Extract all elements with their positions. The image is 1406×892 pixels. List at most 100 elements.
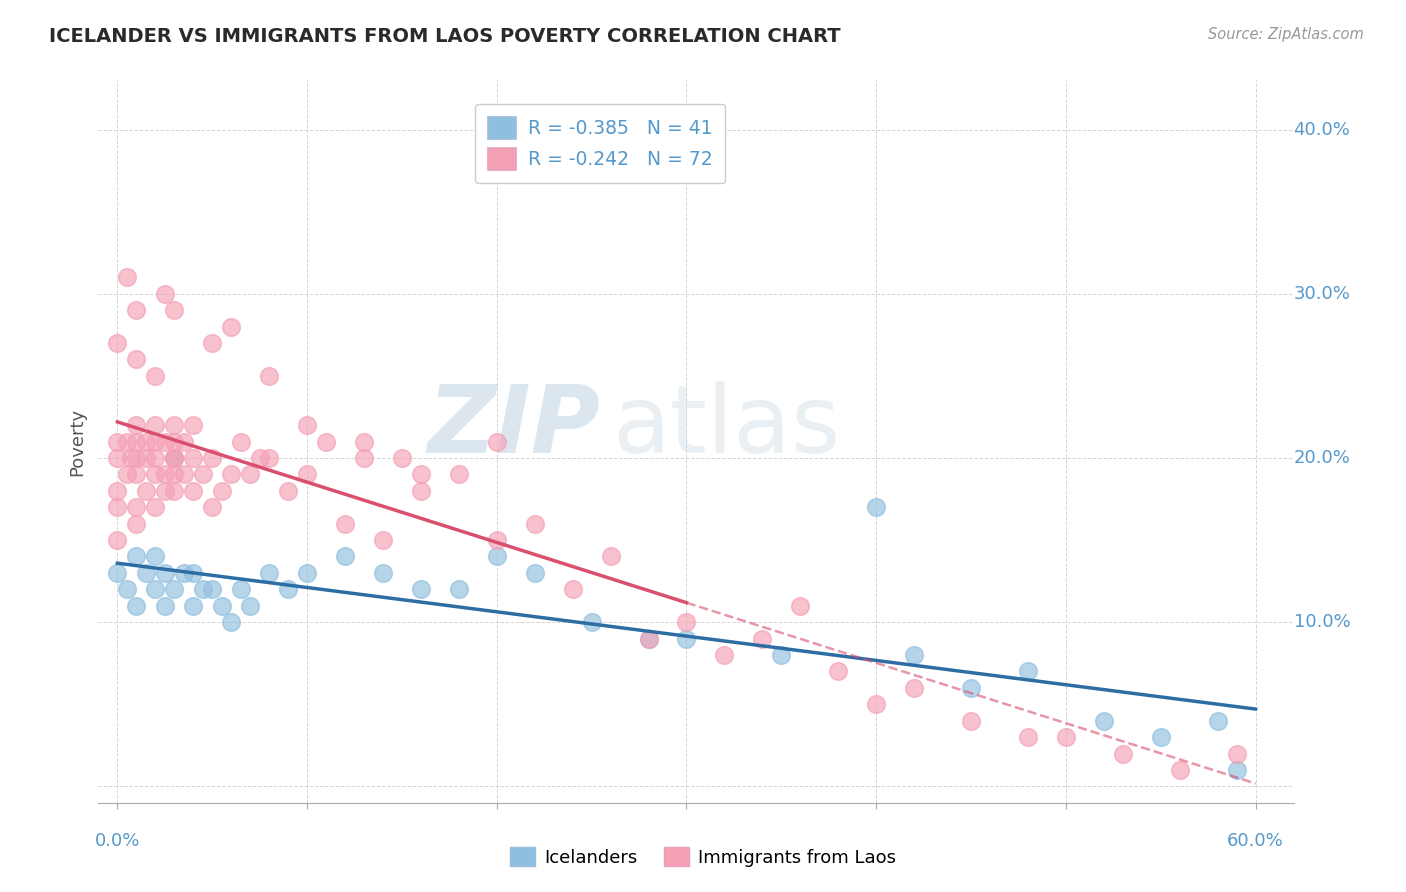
Point [295,467,318,482]
Point [211,483,233,498]
Point [163,418,186,433]
Point [751,632,773,646]
Text: 20.0%: 20.0% [1294,449,1350,467]
Point [219,615,242,630]
Point [125,434,148,449]
Point [125,450,148,465]
Point [409,582,432,597]
Point [239,467,262,482]
Point [153,467,176,482]
Point [143,450,166,465]
Point [1017,665,1039,679]
Point [163,483,186,498]
Point [1017,730,1039,744]
Point [135,483,157,498]
Point [1112,747,1135,761]
Point [105,500,128,515]
Point [105,336,128,351]
Point [1054,730,1077,744]
Point [353,450,375,465]
Point [173,467,195,482]
Point [163,450,186,465]
Point [191,582,214,597]
Text: 60.0%: 60.0% [1227,832,1284,850]
Point [201,450,224,465]
Text: 40.0%: 40.0% [1294,120,1350,138]
Point [163,450,186,465]
Point [173,434,195,449]
Point [143,434,166,449]
Point [181,483,204,498]
Point [960,714,983,728]
Point [713,648,735,662]
Point [239,599,262,613]
Point [391,450,413,465]
Point [770,648,793,662]
Text: ICELANDER VS IMMIGRANTS FROM LAOS POVERTY CORRELATION CHART: ICELANDER VS IMMIGRANTS FROM LAOS POVERT… [49,27,841,45]
Point [295,418,318,433]
Point [257,566,280,580]
Point [163,467,186,482]
Point [125,516,148,531]
Text: 0.0%: 0.0% [94,832,141,850]
Point [219,319,242,334]
Point [105,450,128,465]
Point [125,418,148,433]
Text: 10.0%: 10.0% [1294,613,1350,632]
Point [219,467,242,482]
Point [1226,747,1249,761]
Point [201,336,224,351]
Point [257,450,280,465]
Point [105,434,128,449]
Point [865,698,887,712]
Point [125,303,148,318]
Point [135,566,157,580]
Point [143,549,166,564]
Point [163,303,186,318]
Point [181,418,204,433]
Legend: Icelanders, Immigrants from Laos: Icelanders, Immigrants from Laos [502,840,904,874]
Point [333,549,356,564]
Point [143,368,166,383]
Point [173,566,195,580]
Point [903,648,925,662]
Point [211,599,233,613]
Point [599,549,621,564]
Point [153,483,176,498]
Point [523,566,546,580]
Point [153,599,176,613]
Point [125,500,148,515]
Text: atlas: atlas [613,381,841,473]
Point [135,434,157,449]
Point [125,549,148,564]
Text: Source: ZipAtlas.com: Source: ZipAtlas.com [1208,27,1364,42]
Point [371,566,394,580]
Point [1168,763,1191,777]
Point [191,467,214,482]
Point [125,467,148,482]
Point [201,582,224,597]
Point [257,368,280,383]
Point [409,467,432,482]
Point [371,533,394,547]
Point [295,566,318,580]
Point [229,582,252,597]
Point [105,483,128,498]
Point [115,467,138,482]
Point [485,434,508,449]
Point [675,632,697,646]
Point [903,681,925,695]
Legend: R = -0.385   N = 41, R = -0.242   N = 72: R = -0.385 N = 41, R = -0.242 N = 72 [475,104,725,183]
Point [960,681,983,695]
Point [120,450,142,465]
Point [115,270,138,285]
Point [229,434,252,449]
Point [163,434,186,449]
Point [1206,714,1229,728]
Point [523,516,546,531]
Point [135,450,157,465]
Point [581,615,603,630]
Point [143,418,166,433]
Point [153,286,176,301]
Point [115,582,138,597]
